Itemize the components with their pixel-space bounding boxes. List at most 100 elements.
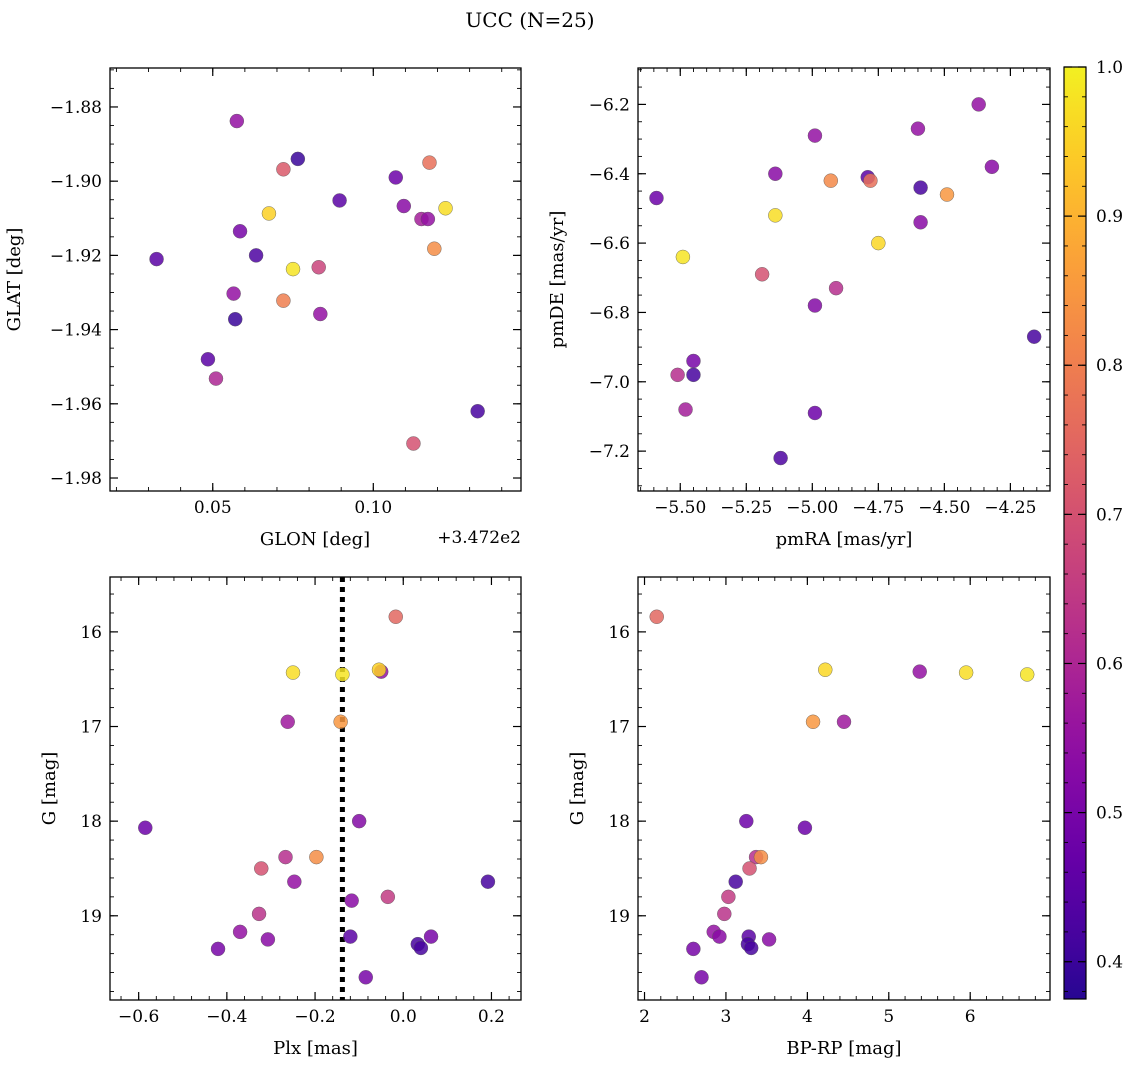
axes-frame bbox=[637, 67, 1051, 492]
scatter-point bbox=[686, 353, 701, 369]
y-tick-label: 19 bbox=[80, 907, 102, 927]
y-tick-label: −1.96 bbox=[50, 395, 102, 415]
colorbar-tick-label: 0.7 bbox=[1096, 505, 1123, 525]
scatter-point bbox=[871, 235, 886, 251]
x-tick-label: −0.2 bbox=[294, 1007, 335, 1027]
x-tick-label: 3 bbox=[721, 1007, 732, 1027]
scatter-point bbox=[287, 874, 302, 889]
scatter-point bbox=[251, 906, 267, 922]
scatter-point bbox=[351, 813, 367, 829]
scatter-point bbox=[280, 714, 295, 729]
colorbar-gradient bbox=[1063, 66, 1087, 1000]
x-axis-label: GLON [deg] bbox=[260, 529, 370, 550]
scatter-point bbox=[254, 861, 269, 876]
scatter-point bbox=[232, 224, 248, 239]
scatter-point bbox=[805, 714, 821, 729]
y-tick-label: −7.0 bbox=[589, 373, 630, 393]
scatter-point bbox=[912, 664, 927, 679]
scatter-point bbox=[828, 280, 844, 296]
scatter-point bbox=[836, 714, 852, 729]
panels: 0.05 0.10−1.88−1.90−1.92−1.94−1.96−1.98GL… bbox=[4, 67, 1051, 1059]
x-tick-label: −4.50 bbox=[918, 498, 970, 518]
scatter-point bbox=[739, 813, 754, 829]
axes-frame bbox=[109, 67, 522, 492]
colorbar-tick-label: 0.4 bbox=[1096, 953, 1123, 973]
axes-frame bbox=[637, 576, 1051, 1001]
scatter-point bbox=[210, 941, 226, 957]
scatter-point bbox=[228, 312, 243, 327]
scatter-point bbox=[388, 609, 403, 624]
x-tick-label: 5 bbox=[883, 1007, 894, 1027]
colorbar-tick-label: 0.5 bbox=[1096, 804, 1123, 824]
y-tick-label: 16 bbox=[608, 623, 630, 643]
scatter-point bbox=[396, 198, 412, 214]
scatter-point bbox=[773, 450, 788, 466]
y-axis-label: pmDE [mas/yr] bbox=[547, 211, 568, 349]
scatter-point bbox=[313, 306, 328, 322]
scatter-point bbox=[728, 874, 743, 889]
x-tick-label: 0.2 bbox=[478, 1007, 505, 1027]
scatter-point bbox=[285, 261, 301, 277]
scatter-point bbox=[427, 241, 442, 256]
scatter-point bbox=[261, 206, 277, 221]
scatter-point bbox=[678, 402, 693, 417]
panel-2: −5.50 −5.25 −5.00 −4.75 −4.50 −4.25 −6.2 −6.4 −6… bbox=[547, 67, 1051, 550]
scatter-point bbox=[649, 609, 664, 624]
scatter-point bbox=[984, 159, 1000, 175]
scatter-point bbox=[290, 151, 306, 167]
y-tick-label: 17 bbox=[80, 718, 102, 738]
x-axis-label: pmRA [mas/yr] bbox=[776, 529, 913, 550]
x-tick-label: 0.0 bbox=[390, 1007, 417, 1027]
scatter-point bbox=[311, 260, 326, 275]
scatter-point bbox=[276, 293, 291, 308]
x-offset-text: +3.472e2 bbox=[437, 528, 521, 548]
scatter-point bbox=[248, 248, 264, 263]
scatter-point bbox=[138, 820, 153, 835]
scatter-point bbox=[229, 113, 245, 129]
scatter-point bbox=[807, 298, 823, 313]
colorbar-tick-label: 1.0 bbox=[1096, 58, 1123, 78]
y-axis-label: G [mag] bbox=[567, 752, 588, 825]
scatter-point bbox=[742, 861, 757, 876]
scatter-point bbox=[717, 906, 732, 922]
scatter-point bbox=[371, 662, 387, 677]
scatter-point bbox=[823, 173, 838, 188]
scatter-point bbox=[807, 128, 823, 143]
scatter-point bbox=[276, 162, 291, 177]
colorbar-tick-label: 0.6 bbox=[1096, 654, 1123, 674]
x-tick-label: −5.50 bbox=[654, 498, 706, 518]
scatter-point bbox=[958, 665, 974, 680]
scatter-point bbox=[971, 97, 986, 112]
scatter-point bbox=[913, 215, 928, 230]
scatter-point bbox=[309, 849, 324, 865]
y-tick-label: −1.90 bbox=[50, 172, 102, 192]
scatter-point bbox=[910, 121, 926, 136]
y-tick-label: −1.92 bbox=[50, 246, 102, 266]
scatter-point bbox=[232, 924, 248, 940]
y-tick-label: 18 bbox=[80, 812, 102, 832]
x-tick-label: −5.25 bbox=[720, 498, 772, 518]
panel-4: 2 3 4 5 6 16 17 18 19 BP-RP [mag] G [mag] bbox=[567, 576, 1051, 1059]
x-tick-label: 0.05 bbox=[194, 498, 232, 518]
colorbar-tick-label: 0.8 bbox=[1096, 356, 1123, 376]
x-tick-label: −0.4 bbox=[206, 1007, 247, 1027]
scatter-point bbox=[406, 436, 421, 451]
scatter-point bbox=[470, 404, 485, 419]
scatter-point bbox=[423, 929, 439, 944]
scatter-point bbox=[335, 667, 350, 682]
panel-1: 0.05 0.10 −1.88 −1.90 −1.92 −1.94 −1.96 −1.98 GL… bbox=[4, 67, 522, 550]
scatter-point bbox=[818, 662, 833, 677]
scatter-point bbox=[754, 267, 770, 282]
figure-title: UCC (N=25) bbox=[465, 8, 594, 32]
scatter-point bbox=[694, 970, 709, 985]
x-tick-label: −4.25 bbox=[984, 498, 1036, 518]
scatter-point bbox=[149, 251, 164, 267]
y-tick-label: −6.2 bbox=[589, 95, 630, 115]
scatter-point bbox=[358, 970, 373, 985]
scatter-point bbox=[380, 889, 396, 905]
x-tick-label: 6 bbox=[965, 1007, 976, 1027]
scatter-point bbox=[670, 367, 685, 383]
scatter-point bbox=[686, 941, 701, 957]
y-tick-label: 16 bbox=[80, 623, 102, 643]
scatter-point bbox=[422, 155, 437, 170]
